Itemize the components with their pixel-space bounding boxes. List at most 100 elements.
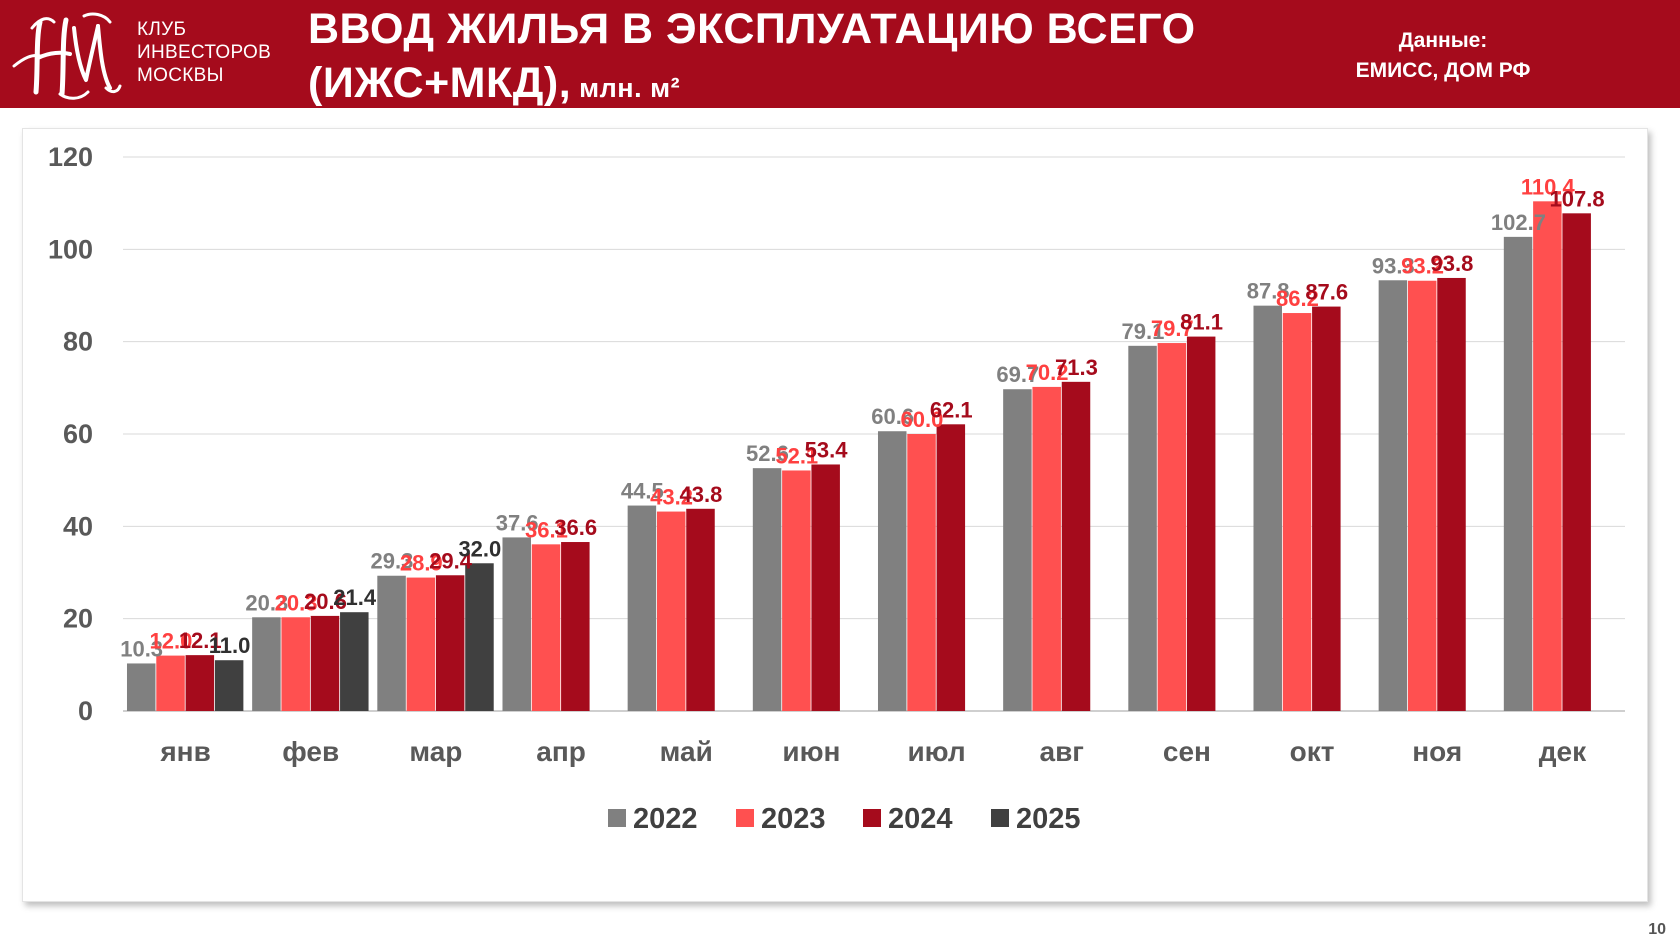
bar-2022-апр (502, 537, 531, 711)
bar-2024-ноя (1437, 277, 1466, 711)
bar-2022-июн (752, 468, 782, 711)
data-label-2023-янв: 12.0 (150, 629, 193, 654)
data-label-2024-фев: 20.6 (304, 589, 347, 614)
data-label-2024-июл: 62.1 (930, 397, 973, 422)
bar-2024-май (686, 508, 715, 711)
bar-2022-май (627, 505, 657, 711)
title-line-2-main: (ИЖС+МКД), (308, 59, 572, 107)
data-label-2023-окт: 86.2 (1276, 286, 1319, 311)
bar-2024-сен (1186, 336, 1216, 711)
data-label-2025-мар: 32.0 (458, 536, 501, 561)
data-label-2022-янв: 10.3 (120, 636, 163, 661)
legend-swatch-2024 (863, 809, 881, 827)
data-labels: 10.3 20.3 29.3 37.6 44.5 52.6 60.6 69.7 79.1 87.8… (120, 174, 1604, 661)
data-label-2022-окт: 87.8 (1247, 279, 1290, 304)
bar-2023-янв (156, 655, 185, 711)
bar-chart: 0 20 40 60 80 100 120 10.3 20.3 29.3 37.6 44.5 52.6… (48, 142, 1625, 835)
source-label: Данные: (1398, 29, 1488, 52)
x-tick-label-авг: авг (1040, 736, 1084, 767)
data-label-2022-июн: 52.6 (746, 441, 789, 466)
x-tick-label-апр: апр (536, 736, 586, 767)
x-axis: янв фев мар апр май июн июл авг сен окт ноя дек (159, 736, 1587, 767)
source-value: ЕМИСС, ДОМ РФ (1355, 59, 1531, 82)
legend-label-2024: 2024 (888, 803, 953, 835)
data-label-2022-ноя: 93.3 (1372, 253, 1415, 278)
title-units: млн. м² (571, 73, 681, 103)
bar-2022-июл (877, 431, 907, 711)
bar-2023-мар (406, 577, 436, 711)
bars (126, 201, 1591, 711)
legend-swatch-2022 (608, 809, 626, 827)
y-tick-label: 80 (63, 327, 93, 357)
data-label-2023-фев: 20.3 (275, 590, 318, 615)
legend-label-2022: 2022 (633, 803, 698, 835)
y-tick-label: 100 (48, 234, 93, 264)
data-label-2022-апр: 37.6 (496, 510, 539, 535)
bar-2023-ноя (1407, 280, 1437, 711)
bar-2024-фев (310, 615, 340, 711)
bar-2024-авг (1061, 381, 1091, 711)
club-logo-text: КЛУБ ИНВЕСТОРОВ МОСКВЫ (137, 18, 271, 87)
data-label-2024-янв: 12.1 (179, 628, 222, 653)
y-tick-label: 120 (48, 142, 93, 172)
data-label-2024-ноя: 93.8 (1430, 251, 1473, 276)
data-label-2024-мар: 29.4 (429, 548, 473, 573)
logo-line-3: МОСКВЫ (137, 65, 224, 86)
bar-2024-янв (185, 655, 215, 711)
x-tick-label-сен: сен (1163, 736, 1211, 767)
logo-line-2: ИНВЕСТОРОВ (137, 42, 272, 63)
slide-title: ВВОД ЖИЛЬЯ В ЭКСПЛУАТАЦИЮ ВСЕГО (ИЖС+МКД… (308, 2, 1196, 115)
x-tick-label-янв: янв (159, 736, 210, 767)
legend-label-2025: 2025 (1016, 803, 1081, 835)
data-label-2023-ноя: 93.2 (1401, 254, 1444, 279)
bar-2024-окт (1312, 306, 1341, 711)
data-label-2022-фев: 20.3 (245, 590, 288, 615)
x-tick-label-май: май (660, 736, 713, 767)
bar-2022-авг (1003, 389, 1032, 711)
data-label-2024-апр: 36.6 (554, 515, 597, 540)
x-tick-label-мар: мар (409, 736, 462, 767)
data-label-2025-фев: 21.4 (333, 585, 377, 610)
bar-2023-фев (281, 617, 310, 711)
legend-swatch-2023 (736, 809, 754, 827)
title-line-1: ВВОД ЖИЛЬЯ В ЭКСПЛУАТАЦИЮ ВСЕГО (308, 5, 1196, 53)
bar-2024-апр (561, 542, 590, 711)
bar-2023-июл (907, 434, 936, 711)
y-tick-label: 20 (63, 604, 93, 634)
data-label-2022-июл: 60.6 (871, 404, 914, 429)
bar-2022-фев (252, 617, 281, 711)
club-logo-icon (12, 12, 122, 100)
data-label-2022-май: 44.5 (621, 479, 664, 504)
data-label-2023-май: 43.2 (650, 485, 693, 510)
data-label-2024-дек: 107.8 (1550, 186, 1605, 211)
y-tick-label: 40 (63, 511, 93, 541)
bar-2024-июл (936, 424, 966, 711)
y-tick-label: 60 (63, 419, 93, 449)
data-label-2022-сен: 79.1 (1122, 319, 1165, 344)
x-tick-label-июн: июн (782, 736, 840, 767)
data-label-2023-апр: 36.1 (525, 517, 568, 542)
chart-panel: 0 20 40 60 80 100 120 10.3 20.3 29.3 37.6 44.5 52.6… (22, 128, 1648, 902)
data-label-2024-май: 43.8 (679, 482, 722, 507)
bar-2025-мар (465, 563, 494, 711)
data-label-2024-июн: 53.4 (805, 437, 849, 462)
bar-2022-янв (126, 663, 156, 711)
data-label-2023-авг: 70.2 (1026, 360, 1069, 385)
x-tick-label-ноя: ноя (1412, 736, 1462, 767)
data-label-2023-дек: 110.4 (1521, 174, 1576, 199)
bar-2024-дек (1562, 213, 1591, 711)
page-number: 10 (1648, 921, 1666, 938)
data-label-2023-мар: 28.9 (400, 551, 443, 576)
bar-2022-окт (1253, 305, 1282, 711)
bar-2022-мар (377, 575, 406, 711)
bar-2025-янв (214, 660, 244, 711)
bar-2024-мар (435, 575, 465, 711)
bar-2023-апр (531, 544, 561, 711)
data-label-2022-мар: 29.3 (371, 549, 414, 574)
bar-2023-сен (1157, 343, 1187, 711)
legend: 2022 2023 2024 2025 (608, 803, 1081, 835)
data-label-2023-июн: 52.1 (775, 443, 818, 468)
data-label-2022-авг: 69.7 (996, 362, 1039, 387)
data-label-2025-янв: 11.0 (209, 633, 251, 658)
title-line-2: (ИЖС+МКД), млн. м² (308, 56, 1196, 115)
